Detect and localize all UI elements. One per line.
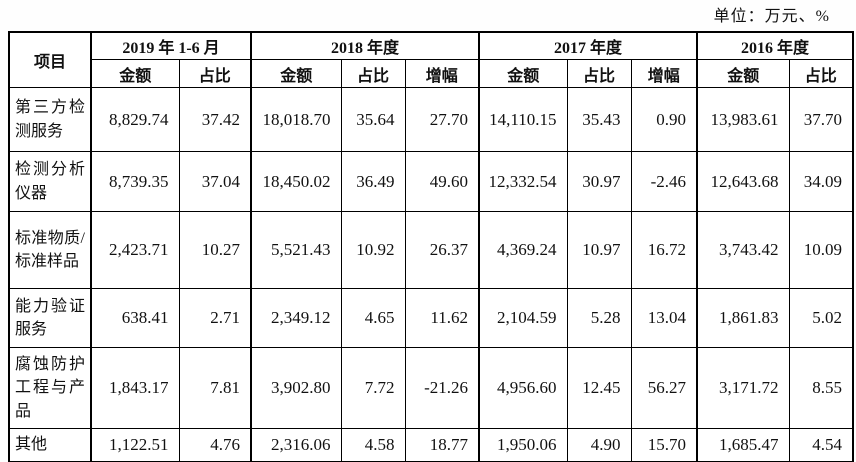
cell-value: 13,983.61 (696, 87, 790, 152)
cell-value: 1,861.83 (696, 288, 790, 348)
header-group-row: 项目 2019 年 1-6 月 2018 年度 2017 年度 2016 年度 (8, 31, 854, 88)
cell-value: 35.43 (566, 87, 632, 152)
cell-value: 26.37 (404, 211, 480, 289)
cell-value: 4,369.24 (478, 211, 568, 289)
cell-value: 10.92 (340, 211, 406, 289)
cell-value: 12.45 (566, 347, 632, 429)
cell-value: -2.46 (630, 151, 698, 212)
group-header-2016: 2016 年度 (695, 31, 854, 60)
table-row: 腐蚀防护工程与产品 1,843.17 7.81 3,902.80 7.72 -21.26 4… (8, 347, 854, 429)
revenue-table: 项目 2019 年 1-6 月 2018 年度 2017 年度 2016 年度 … (8, 31, 855, 462)
cell-value: 5.28 (566, 288, 632, 348)
col-header-amount-2016: 金额 (696, 59, 790, 88)
table-row: 检测分析仪器 8,739.35 37.04 18,450.02 36.49 49.60 12… (8, 151, 854, 212)
cell-value: 1,122.51 (90, 428, 180, 462)
row-label: 第三方检测服务 (8, 87, 92, 152)
row-label: 检测分析仪器 (8, 151, 92, 212)
cell-value: 4.54 (788, 428, 854, 462)
group-header-2018: 2018 年度 (250, 31, 480, 60)
cell-value: 37.70 (788, 87, 854, 152)
cell-value: 35.64 (340, 87, 406, 152)
cell-value: 3,743.42 (696, 211, 790, 289)
cell-value: 2.71 (178, 288, 252, 348)
cell-value: 56.27 (630, 347, 698, 429)
cell-value: 12,643.68 (696, 151, 790, 212)
cell-value: 8.55 (788, 347, 854, 429)
col-header-amount-2017: 金额 (478, 59, 568, 88)
col-header-ratio-2017: 占比 (566, 59, 632, 88)
col-header-amount-2018: 金额 (250, 59, 342, 88)
cell-value: 16.72 (630, 211, 698, 289)
unit-label: 单位：万元、% (713, 8, 830, 25)
table-row: 能力验证服务 638.41 2.71 2,349.12 4.65 11.62 2,104.5… (8, 288, 854, 348)
table-row: 标准物质/标准样品 2,423.71 10.27 5,521.43 10.92 26.37… (8, 211, 854, 289)
cell-value: 30.97 (566, 151, 632, 212)
cell-value: 8,829.74 (90, 87, 180, 152)
cell-value: 5.02 (788, 288, 854, 348)
col-header-item: 项目 (8, 31, 92, 88)
cell-value: 49.60 (404, 151, 480, 212)
row-label: 标准物质/标准样品 (8, 211, 92, 289)
row-label: 腐蚀防护工程与产品 (8, 347, 92, 429)
table-body: 第三方检测服务 8,829.74 37.42 18,018.70 35.64 27.70 1… (8, 87, 854, 462)
col-header-ratio-2016: 占比 (788, 59, 854, 88)
cell-value: 27.70 (404, 87, 480, 152)
cell-value: 2,349.12 (250, 288, 342, 348)
cell-value: 4.65 (340, 288, 406, 348)
col-header-growth-2017: 增幅 (630, 59, 698, 88)
cell-value: 5,521.43 (250, 211, 342, 289)
cell-value: 4.76 (178, 428, 252, 462)
cell-value: 18,450.02 (250, 151, 342, 212)
cell-value: 3,902.80 (250, 347, 342, 429)
cell-value: 14,110.15 (478, 87, 568, 152)
cell-value: 4,956.60 (478, 347, 568, 429)
col-header-ratio-2018: 占比 (340, 59, 406, 88)
cell-value: 2,423.71 (90, 211, 180, 289)
group-header-2017: 2017 年度 (478, 31, 698, 60)
cell-value: 10.97 (566, 211, 632, 289)
cell-value: 7.81 (178, 347, 252, 429)
cell-value: 37.42 (178, 87, 252, 152)
cell-value: 0.90 (630, 87, 698, 152)
cell-value: 1,950.06 (478, 428, 568, 462)
col-header-growth-2018: 增幅 (404, 59, 480, 88)
cell-value: 37.04 (178, 151, 252, 212)
table-row: 第三方检测服务 8,829.74 37.42 18,018.70 35.64 27.70 1… (8, 87, 854, 152)
cell-value: 1,843.17 (90, 347, 180, 429)
cell-value: 4.90 (566, 428, 632, 462)
cell-value: 10.27 (178, 211, 252, 289)
cell-value: 638.41 (90, 288, 180, 348)
cell-value: 2,104.59 (478, 288, 568, 348)
cell-value: 34.09 (788, 151, 854, 212)
cell-value: 13.04 (630, 288, 698, 348)
cell-value: 11.62 (404, 288, 480, 348)
col-header-ratio-2019: 占比 (178, 59, 252, 88)
row-label: 能力验证服务 (8, 288, 92, 348)
cell-value: 7.72 (340, 347, 406, 429)
cell-value: 18,018.70 (250, 87, 342, 152)
cell-value: 18.77 (404, 428, 480, 462)
row-label: 其他 (8, 428, 92, 462)
cell-value: 4.58 (340, 428, 406, 462)
cell-value: 15.70 (630, 428, 698, 462)
cell-value: 36.49 (340, 151, 406, 212)
table-row: 其他 1,122.51 4.76 2,316.06 4.58 18.77 1,950.06 4… (8, 428, 854, 462)
header-sub-row: 金额 占比 金额 占比 增幅 金额 占比 增幅 金额 占比 (9, 59, 854, 88)
cell-value: 3,171.72 (696, 347, 790, 429)
cell-value: 2,316.06 (250, 428, 342, 462)
cell-value: -21.26 (404, 347, 480, 429)
table-header: 项目 2019 年 1-6 月 2018 年度 2017 年度 2016 年度 … (8, 31, 854, 88)
col-header-amount-2019: 金额 (90, 59, 180, 88)
group-header-2019: 2019 年 1-6 月 (90, 31, 252, 60)
cell-value: 1,685.47 (696, 428, 790, 462)
cell-value: 10.09 (788, 211, 854, 289)
cell-value: 12,332.54 (478, 151, 568, 212)
cell-value: 8,739.35 (90, 151, 180, 212)
